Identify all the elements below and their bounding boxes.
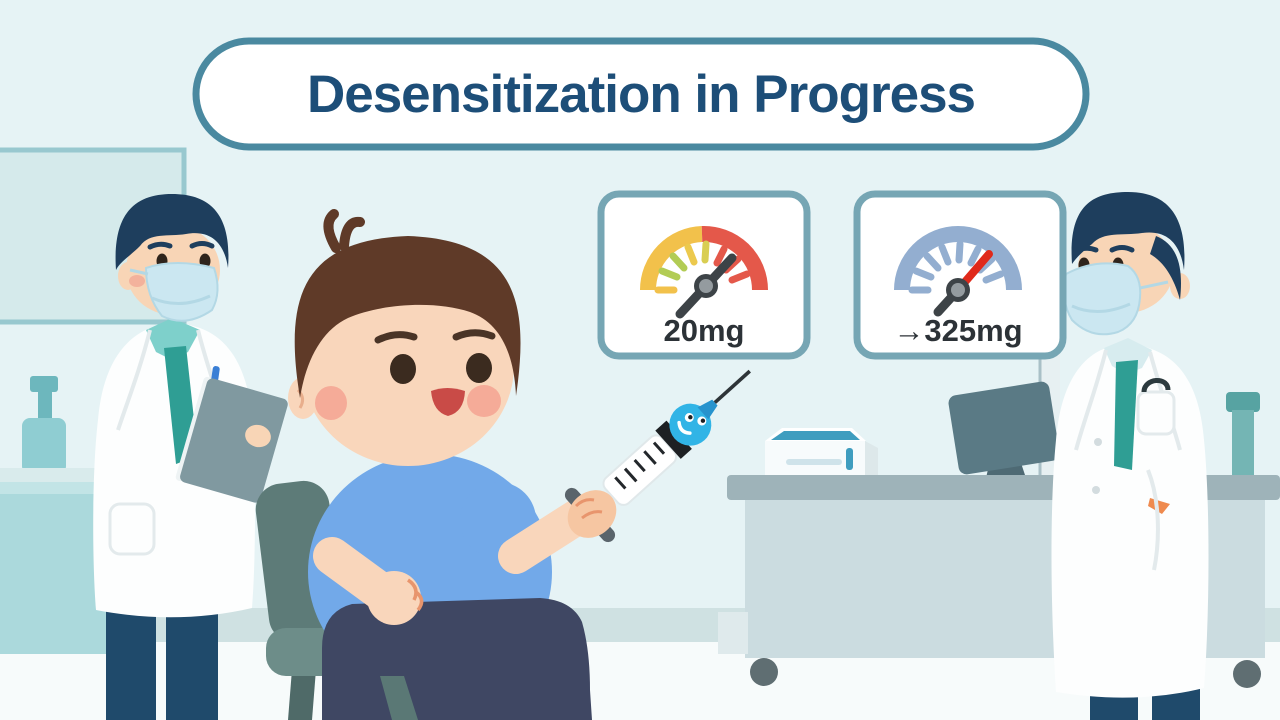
coat-lapel — [1074, 349, 1108, 451]
doctor-right-brow — [1109, 245, 1135, 253]
gauge-arc-low — [640, 226, 703, 291]
chair-front-leg — [380, 676, 418, 720]
doctor-right-hair — [1071, 192, 1185, 270]
tablet-icon — [175, 376, 288, 503]
coat-button — [1092, 486, 1100, 494]
gauge-tick — [912, 267, 935, 281]
gauge-tick — [967, 245, 982, 267]
page-title: Desensitization in Progress — [307, 65, 975, 124]
doctor-right-hair-side — [1150, 236, 1181, 300]
doctor-right-brow — [1073, 245, 1099, 254]
gauge-tick — [955, 240, 964, 264]
boy-brow — [452, 329, 496, 341]
coat-flap — [1146, 469, 1160, 571]
mask-fold — [1071, 302, 1131, 313]
gauge-tick — [982, 270, 1005, 284]
boy-brow — [374, 331, 418, 344]
needle — [713, 369, 751, 404]
monitor-icon — [948, 381, 1060, 478]
doctor-left-brow — [147, 241, 173, 250]
boy-hair — [294, 236, 521, 398]
gauge-tick — [728, 270, 751, 284]
syringe-pupil — [700, 418, 706, 423]
printer-slot — [786, 459, 842, 465]
stand-cap — [1226, 392, 1260, 412]
desk-wheel — [750, 658, 778, 686]
hand-in-pocket — [1148, 498, 1170, 514]
target-dose-gauge-panel: →325mg — [853, 190, 1067, 360]
syringe-pupil — [688, 415, 693, 420]
finger-lines — [406, 578, 424, 612]
doctor-left-hair — [115, 194, 229, 270]
dose-gauge-target-icon — [894, 226, 1022, 317]
boy-mouth — [431, 388, 465, 416]
boy-eye — [466, 353, 492, 383]
boy-pants — [322, 598, 592, 720]
doctor-left-brow — [189, 241, 215, 249]
doctor-left-scrub — [146, 318, 200, 360]
banner-pill — [192, 37, 1090, 151]
desk-wheel — [1233, 660, 1261, 688]
gauge-tick — [701, 240, 710, 264]
target-dose-label: →325mg — [893, 313, 1022, 348]
gauge-arc — [894, 226, 1022, 291]
current-dose-gauge-panel: 20mg — [597, 190, 811, 360]
stand-pole — [1232, 410, 1254, 480]
boy-hair-tuft — [323, 209, 365, 253]
monitor-screen — [948, 381, 1060, 475]
desk-ledge — [718, 612, 748, 654]
surgical-mask-icon — [144, 262, 219, 322]
hand-knuckles — [574, 498, 603, 520]
gauge-tick — [713, 245, 728, 267]
coat-pocket — [108, 502, 156, 556]
barrel-scale-marks — [614, 441, 666, 490]
doctor-with-tablet — [93, 194, 288, 720]
gauge-hub-inner — [951, 283, 965, 297]
boy-blush — [467, 385, 501, 417]
gauge-panel-frame — [853, 190, 1067, 360]
stethoscope-handle-icon — [1141, 378, 1171, 393]
printer-icon — [765, 428, 878, 476]
tablet-screen — [180, 378, 288, 503]
gauge-tick — [658, 267, 681, 281]
coat-lapel — [116, 329, 152, 431]
doctor-left-leg — [166, 598, 218, 720]
gauge-tick — [938, 243, 952, 266]
boy-left-fist — [367, 571, 421, 625]
current-dose-label: 20mg — [664, 313, 745, 348]
gauge-tick — [669, 252, 688, 272]
gauge-arc-high — [701, 225, 768, 291]
syringe-band — [655, 420, 692, 459]
gauge-tick — [684, 243, 698, 266]
printer-side — [865, 441, 878, 476]
mask-strap — [1139, 280, 1169, 290]
mask-fold — [151, 294, 211, 305]
dose-gauge-low-icon — [640, 225, 768, 319]
printer-button — [846, 448, 853, 470]
gauge-tick — [923, 252, 942, 272]
doctor-left-hand — [245, 424, 271, 448]
doctor-left-leg — [106, 598, 156, 720]
surgical-mask-icon — [1063, 262, 1142, 336]
syringe-smile — [677, 420, 692, 435]
soap-dispenser-icon — [22, 418, 66, 474]
breast-pocket — [1136, 390, 1176, 436]
coat-button — [1094, 438, 1102, 446]
syringe-tip — [697, 399, 718, 420]
dispenser-neck — [38, 392, 52, 420]
syringe-head — [669, 403, 712, 446]
gauge-hub-inner — [699, 279, 713, 293]
doctor-left-blush — [129, 275, 145, 287]
pen-icon — [211, 366, 220, 383]
mask-strap — [129, 268, 149, 276]
observing-doctor — [1051, 192, 1209, 720]
boy-eye — [390, 354, 416, 384]
doctor-right-tie — [1114, 360, 1138, 470]
title-banner: Desensitization in Progress — [192, 37, 1090, 151]
printer-top-stripe — [771, 431, 860, 440]
boy-blush — [315, 386, 347, 420]
dispenser-pump-icon — [30, 376, 58, 392]
